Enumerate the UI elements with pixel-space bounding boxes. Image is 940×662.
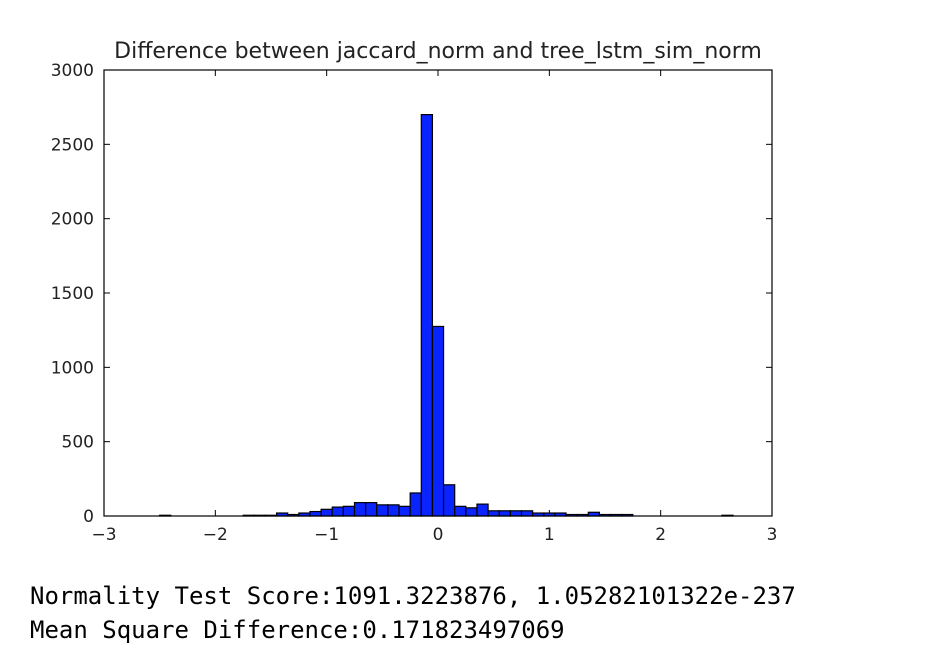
y-tick-label-1: 500 — [62, 433, 94, 453]
chart-title: Difference between jaccard_norm and tree… — [114, 39, 762, 64]
histogram-bar-26 — [520, 510, 534, 517]
histogram-bar-13 — [376, 504, 389, 517]
y-tick-label-6: 3000 — [51, 61, 94, 81]
histogram-chart: Difference between jaccard_norm and tree… — [51, 39, 778, 545]
histogram-bar-9 — [331, 506, 344, 517]
histogram-bar-14 — [387, 504, 400, 517]
x-tick-label-5: 2 — [655, 525, 666, 545]
x-tick-label-6: 3 — [767, 525, 778, 545]
histogram-bar-21 — [465, 507, 478, 517]
mean-square-difference: Mean Square Difference:0.171823497069 — [30, 616, 565, 644]
histogram-bar-8 — [320, 508, 333, 517]
histogram-bar-10 — [342, 505, 356, 517]
x-tick-label-4: 1 — [544, 525, 555, 545]
histogram-bar-11 — [353, 502, 367, 517]
x-tick-label-1: −2 — [203, 525, 228, 545]
histogram-bar-17 — [420, 113, 434, 517]
histogram-bar-25 — [509, 510, 523, 517]
histogram-bar-7 — [309, 510, 322, 517]
y-tick-label-4: 2000 — [51, 210, 94, 230]
x-tick-label-3: 0 — [433, 525, 444, 545]
histogram-bar-20 — [454, 505, 467, 517]
x-tick-label-2: −1 — [314, 525, 339, 545]
y-tick-label-5: 2500 — [51, 135, 94, 155]
histogram-bar-22 — [476, 503, 489, 517]
y-tick-label-0: 0 — [83, 507, 94, 527]
histogram-bar-23 — [487, 510, 500, 517]
y-tick-label-3: 1500 — [51, 284, 94, 304]
histogram-bar-15 — [398, 505, 411, 517]
histogram-bar-24 — [498, 510, 511, 517]
histogram-bars — [159, 113, 734, 517]
histogram-bar-12 — [365, 502, 378, 517]
x-tick-label-0: −3 — [91, 525, 116, 545]
histogram-bar-18 — [431, 325, 445, 517]
histogram-bar-16 — [409, 492, 422, 517]
plot-frame — [103, 69, 773, 517]
tick-labels: −3 −2 −1 0 1 2 3 0 500 1000 1500 2000 2500 3000 — [51, 61, 778, 545]
histogram-bar-19 — [442, 484, 456, 517]
y-tick-label-2: 1000 — [51, 358, 94, 378]
normality-test-score: Normality Test Score:1091.3223876, 1.052… — [30, 582, 796, 610]
